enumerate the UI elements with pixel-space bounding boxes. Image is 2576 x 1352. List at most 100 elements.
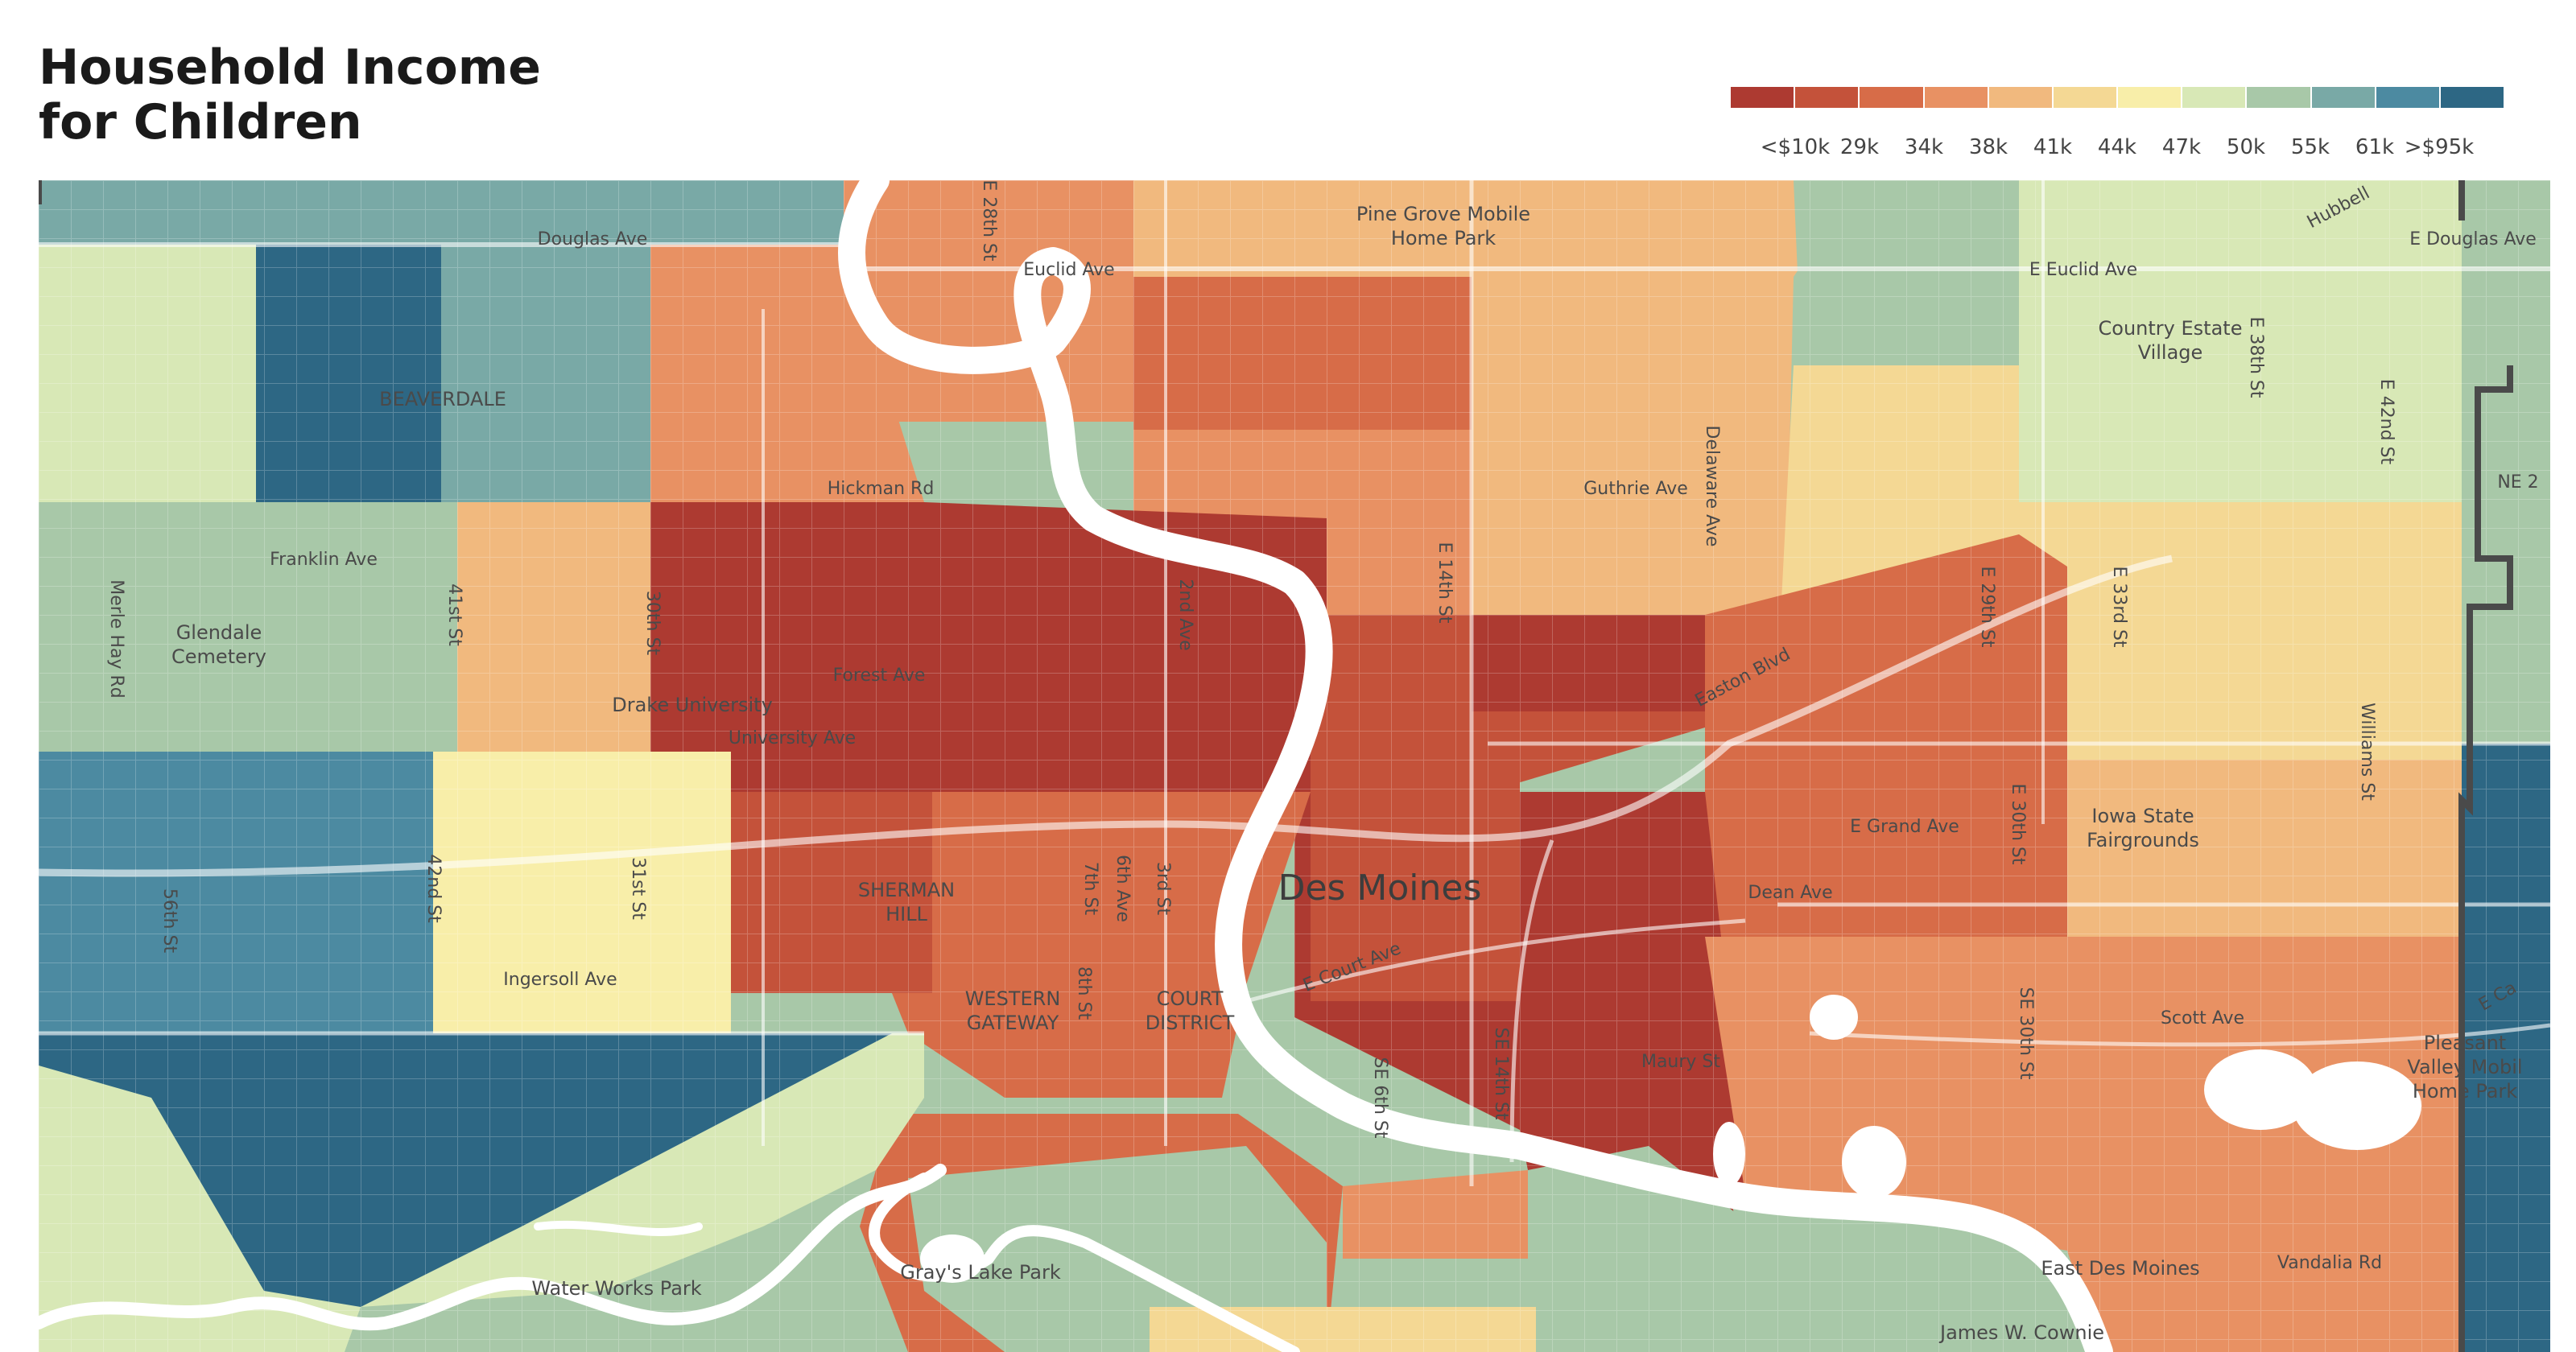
place-label: Country Estate <box>2099 317 2243 340</box>
street-label: E 30th St <box>2008 783 2028 864</box>
legend-swatch <box>2118 87 2183 108</box>
place-label: Water Works Park <box>531 1277 701 1300</box>
legend-label: 61k <box>2355 135 2395 159</box>
city-label: Des Moines <box>1278 868 1482 909</box>
lake <box>1842 1126 1906 1198</box>
legend-swatch <box>1795 87 1860 108</box>
street-label: 31st St <box>628 857 648 920</box>
raccoon-river <box>39 1164 947 1331</box>
street-label: E 38th St <box>2246 316 2266 398</box>
legend-labels: <$10k 29k 34k 38k 41k 44k 47k 50k 55k 61k >$95k <box>1731 108 2504 159</box>
legend-label: 55k <box>2290 135 2330 159</box>
street-label: Ingersoll Ave <box>503 970 617 990</box>
legend-label: 34k <box>1904 135 1944 159</box>
legend-swatch <box>2182 87 2248 108</box>
street-label: E Grand Ave <box>1850 817 1959 837</box>
lake <box>1713 1122 1745 1186</box>
place-label: SHERMAN <box>858 879 955 901</box>
legend-label: 29k <box>1839 135 1880 159</box>
des-moines-river <box>838 180 2113 1352</box>
place-label: Valley Mobil <box>2407 1056 2522 1078</box>
street-label: Dean Ave <box>1748 883 1832 903</box>
choropleth-map[interactable]: Des Moines Pine Grove Mobile Home Park Coun… <box>39 180 2550 1352</box>
street-label: Maury St <box>1641 1052 1720 1072</box>
street-label: 41st St <box>444 583 464 646</box>
street-label: E Douglas Ave <box>2409 229 2537 249</box>
street-label: Delaware Ave <box>1702 426 1722 547</box>
place-label: HILL <box>886 903 927 925</box>
street-label: Forest Ave <box>833 666 926 686</box>
place-label: Drake University <box>612 694 773 716</box>
legend-swatch <box>1988 87 2054 108</box>
income-legend: <$10k 29k 34k 38k 41k 44k 47k 50k 55k 61k >$95k <box>1731 87 2504 159</box>
legend-swatch <box>2053 87 2119 108</box>
place-label: Cemetery <box>171 645 266 668</box>
legend-swatch <box>1731 87 1796 108</box>
street-label: Guthrie Ave <box>1583 479 1688 499</box>
legend-label: 47k <box>2161 135 2202 159</box>
place-label: COURT <box>1157 987 1224 1010</box>
place-label: James W. Cownie <box>1938 1321 2104 1344</box>
street-label: E 29th St <box>1977 566 1997 647</box>
legend-swatch <box>1860 87 1925 108</box>
street-label: 56th St <box>159 888 180 954</box>
legend-swatch <box>2440 87 2504 108</box>
legend-swatch <box>2247 87 2312 108</box>
place-label: GATEWAY <box>967 1012 1059 1034</box>
legend-swatch <box>2311 87 2376 108</box>
lake <box>920 1235 985 1283</box>
place-label: Gray's Lake Park <box>900 1261 1061 1284</box>
legend-label: 50k <box>2226 135 2266 159</box>
map-title: Household Income for Children <box>39 40 541 150</box>
street-label: SE 6th St <box>1370 1057 1390 1138</box>
lake <box>2293 1061 2421 1150</box>
street-label: NE 2 <box>2497 472 2538 493</box>
map-title-line-2: for Children <box>39 94 362 150</box>
street-label: E 42nd St <box>2376 379 2396 465</box>
street-label: 42nd St <box>423 854 444 923</box>
place-label: Home Park <box>2413 1080 2517 1103</box>
place-label: Fairgrounds <box>2087 829 2199 851</box>
street-label: Euclid Ave <box>1023 260 1114 280</box>
legend-color-bar <box>1731 87 2504 108</box>
place-label: Glendale <box>176 621 262 644</box>
street-label: E 14th St <box>1435 542 1455 623</box>
legend-label: 41k <box>2033 135 2073 159</box>
place-label: BEAVERDALE <box>379 388 506 410</box>
street-label: 7th St <box>1080 862 1100 916</box>
street-label: 30th St <box>642 591 663 656</box>
street-label: 2nd Ave <box>1175 579 1195 650</box>
county-boundary <box>39 180 2513 1352</box>
map-title-line-1: Household Income <box>39 39 541 96</box>
street-label: 3rd St <box>1153 862 1173 916</box>
major-roads <box>39 180 2550 1186</box>
legend-swatch <box>2376 87 2441 108</box>
street-label: Merle Hay Rd <box>106 579 126 699</box>
street-label: SE 30th St <box>2016 987 2036 1079</box>
place-label: Pine Grove Mobile <box>1356 203 1530 225</box>
lake <box>1810 995 1858 1040</box>
legend-swatch <box>1924 87 1989 108</box>
legend-label: 38k <box>1968 135 2008 159</box>
place-label: WESTERN <box>965 987 1061 1010</box>
street-label: Hickman Rd <box>828 479 935 499</box>
legend-label: 44k <box>2097 135 2137 159</box>
place-label: Home Park <box>1391 227 1496 249</box>
lake <box>2204 1049 2317 1130</box>
street-label: University Ave <box>729 728 856 748</box>
street-label: E Euclid Ave <box>2029 260 2137 280</box>
street-label: 8th St <box>1074 967 1094 1020</box>
place-label: DISTRICT <box>1146 1012 1235 1034</box>
street-label: Douglas Ave <box>538 229 648 249</box>
place-label: Village <box>2138 341 2203 364</box>
place-label: Pleasant <box>2424 1032 2506 1054</box>
legend-label: <$10k <box>1760 135 1831 159</box>
street-label: SE 14th St <box>1491 1027 1511 1119</box>
street-label: Scott Ave <box>2161 1008 2244 1028</box>
street-label: 6th Ave <box>1113 855 1133 922</box>
place-label: Iowa State <box>2091 805 2194 827</box>
street-label: Vandalia Rd <box>2277 1253 2382 1273</box>
street-label: E 28th St <box>979 180 999 262</box>
place-label: East Des Moines <box>2041 1257 2199 1280</box>
